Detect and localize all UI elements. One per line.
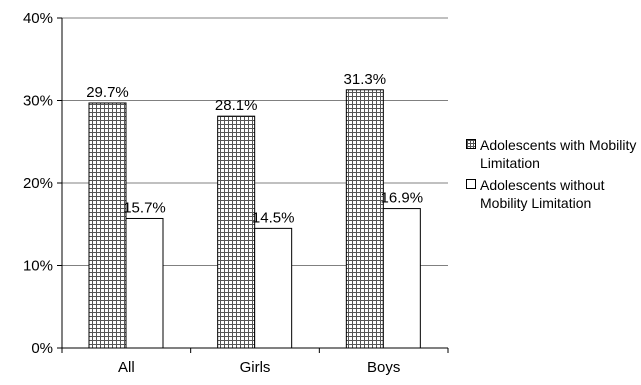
y-tick-label: 0% xyxy=(31,340,53,357)
bar-without-limitation xyxy=(254,227,293,349)
data-label: 28.1% xyxy=(215,97,258,114)
legend-item-with-limitation: Adolescents with Mobility Limitation xyxy=(466,136,638,172)
bar-with-limitation xyxy=(345,89,384,349)
y-tick-label: 40% xyxy=(23,10,53,27)
bar-with-limitation xyxy=(88,102,127,349)
legend: Adolescents with Mobility Limitation Ado… xyxy=(466,136,638,216)
legend-item-without-limitation: Adolescents without Mobility Limitation xyxy=(466,176,638,212)
crosshatch-swatch-icon xyxy=(466,139,476,149)
legend-label: Adolescents without Mobility Limitation xyxy=(480,177,605,211)
x-tick-label: Girls xyxy=(240,359,271,376)
y-tick-label: 30% xyxy=(23,93,53,110)
data-label: 15.7% xyxy=(123,199,166,216)
labels: 0% 10% 20% 30% 40% 29.7% 15.7% All 28.1% 14.5% Gir… xyxy=(23,10,423,376)
y-tick-label: 20% xyxy=(23,175,53,192)
x-tick-label: All xyxy=(118,359,135,376)
bar-with-limitation xyxy=(217,115,256,349)
x-tick-label: Boys xyxy=(367,359,400,376)
data-label: 29.7% xyxy=(86,84,129,101)
data-label: 16.9% xyxy=(381,190,424,207)
data-label: 31.3% xyxy=(344,71,387,88)
plain-swatch-icon xyxy=(466,179,476,189)
bar-without-limitation xyxy=(125,217,164,349)
data-label: 14.5% xyxy=(252,209,295,226)
legend-label: Adolescents with Mobility Limitation xyxy=(480,137,637,171)
bar-without-limitation xyxy=(382,208,421,349)
axes xyxy=(57,17,449,353)
y-tick-label: 10% xyxy=(23,258,53,275)
